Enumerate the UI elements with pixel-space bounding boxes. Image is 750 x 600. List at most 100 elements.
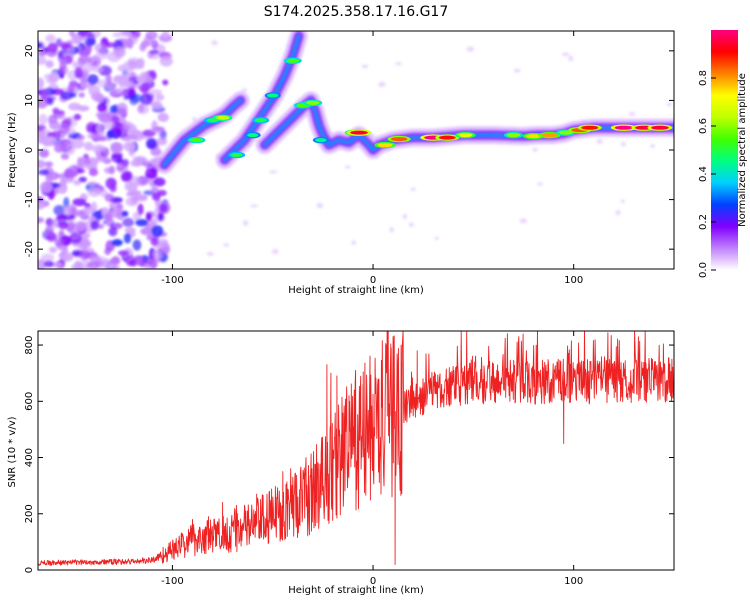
noise-blob (84, 141, 94, 151)
noise-blob (38, 159, 47, 169)
noise-blob (161, 31, 170, 39)
chart-title: S174.2025.358.17.16.G17 (264, 4, 449, 20)
noise-blob (47, 190, 55, 200)
noise-blob (48, 246, 57, 254)
noise-blob (74, 66, 83, 79)
noise-blob (38, 77, 45, 90)
noise-blob (88, 168, 99, 177)
noise-speck (532, 147, 538, 152)
noise-blob (40, 253, 55, 263)
colorbar-ticks: 0.0 0.2 0.4 0.6 0.8 (698, 70, 716, 278)
noise-speck (361, 64, 369, 69)
noise-speck (351, 240, 357, 246)
noise-blob (73, 211, 88, 217)
noise-blob (90, 220, 100, 231)
spectrogram-x-tick-label: 0 (370, 275, 376, 286)
noise-blob (125, 196, 139, 207)
noise-blob (38, 50, 47, 57)
snr-frame (37, 330, 675, 571)
spectrogram-y-tick-label: -10 (24, 191, 35, 207)
noise-speck (269, 170, 278, 174)
noise-blob (96, 123, 103, 135)
noise-blob (122, 217, 135, 228)
noise-blob (108, 227, 118, 237)
noise-blob (57, 220, 69, 230)
noise-blob (123, 232, 132, 244)
noise-speck (389, 226, 394, 233)
snr-x-label: Height of straight line (km) (288, 585, 424, 596)
noise-blob (91, 144, 106, 153)
noise-blob (134, 194, 148, 202)
noise-blob (78, 50, 91, 57)
noise-blob (121, 123, 130, 133)
noise-blob (83, 206, 95, 215)
noise-blob (122, 159, 130, 167)
noise-blob (72, 61, 80, 69)
noise-blob (63, 205, 72, 217)
noise-speck (615, 209, 621, 216)
noise-blob (111, 153, 123, 163)
snr-y-tick-label: 400 (24, 448, 35, 467)
noise-blob (87, 261, 100, 269)
noise-blob (146, 137, 158, 150)
noise-blob (45, 34, 56, 43)
noise-speck (344, 165, 351, 169)
noise-blob (149, 49, 159, 55)
noise-speck (316, 202, 324, 209)
noise-blob (98, 112, 112, 123)
noise-blob (76, 134, 85, 141)
snr-axes: -100 0 100 0 200 400 600 800 (24, 331, 674, 587)
noise-speck (666, 102, 673, 107)
noise-blob (69, 232, 82, 245)
noise-blob (59, 59, 67, 70)
noise-blob (73, 179, 82, 186)
snr-y-tick-label: 200 (24, 504, 35, 523)
snr-panel: -100 0 100 0 200 400 600 800 Height of straight… (7, 330, 675, 596)
noise-blob (94, 43, 107, 53)
noise-blob (104, 212, 113, 221)
noise-blob (103, 167, 114, 174)
noise-blob (63, 197, 70, 209)
noise-blob (79, 239, 92, 248)
noise-blob (69, 163, 80, 171)
colorbar: 0.0 0.2 0.4 0.6 0.8 Normalized spectral ampl… (698, 30, 748, 278)
noise-blob (88, 85, 101, 96)
noise-blob (145, 212, 153, 222)
noise-speck (408, 222, 414, 228)
noise-blob (140, 93, 153, 106)
noise-blob (128, 148, 135, 157)
noise-blob (66, 47, 76, 54)
noise-blob (80, 65, 94, 73)
noise-blob (78, 56, 85, 68)
colorbar-tick-label: 0.2 (698, 214, 709, 230)
noise-blob (142, 129, 156, 137)
colorbar-tick-label: 0.0 (698, 262, 709, 278)
noise-blob (67, 84, 75, 94)
colorbar-label: Normalized spectral amplitude (737, 73, 748, 227)
noise-blob (70, 264, 79, 269)
noise-blob (45, 60, 54, 68)
spectrogram-y-label: Frequency (Hz) (7, 112, 18, 188)
noise-blob (79, 249, 90, 261)
noise-blob (156, 137, 168, 146)
noise-speck (537, 182, 544, 186)
noise-blob (151, 192, 161, 201)
noise-blob (78, 92, 85, 98)
noise-blob (60, 252, 74, 262)
hotspot-core (286, 58, 300, 63)
hotspot-core (581, 125, 599, 130)
noise-speck (206, 251, 214, 256)
snr-x-tick-label: 100 (564, 576, 583, 587)
noise-speck (650, 143, 655, 149)
hotspot-core (541, 133, 558, 138)
noise-speck (513, 68, 521, 73)
noise-blob (109, 222, 123, 230)
noise-blob (159, 203, 168, 213)
hotspot-core (215, 115, 230, 120)
noise-blob (157, 212, 164, 221)
noise-blob (129, 71, 136, 84)
noise-blob (45, 136, 56, 146)
